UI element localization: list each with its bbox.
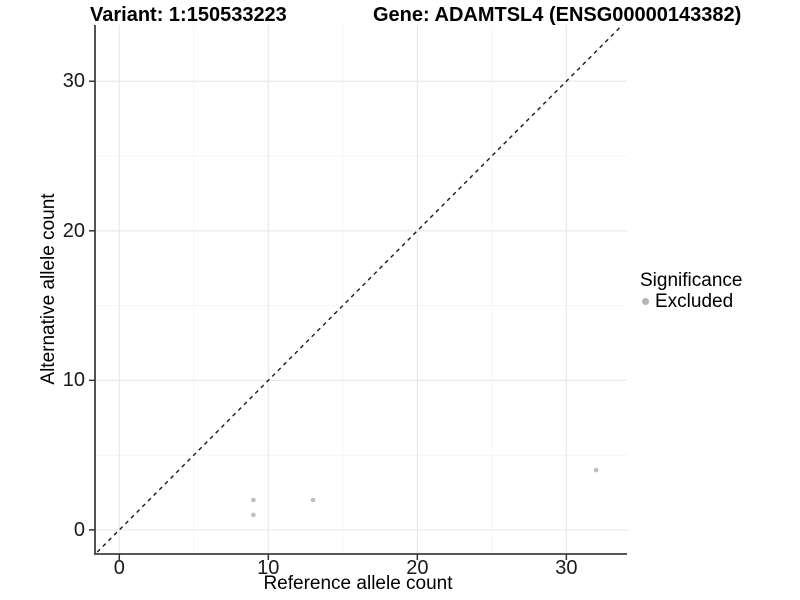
legend-item-excluded: Excluded	[638, 292, 788, 311]
x-axis-title: Reference allele count	[263, 573, 453, 594]
data-point	[593, 467, 599, 473]
data-point	[251, 512, 256, 518]
x-tick-label: 30	[555, 557, 578, 579]
data-point	[310, 497, 316, 503]
plot-title-gene: Gene: ADAMTSL4 (ENSG00000143382)	[373, 4, 742, 26]
identity-line	[95, 25, 624, 554]
y-tick-label: 30	[62, 70, 85, 93]
x-tick-label: 10	[257, 557, 280, 579]
legend: Significance Excluded	[638, 270, 788, 312]
x-tick-label: 20	[406, 557, 429, 579]
y-tick-label: 0	[73, 518, 85, 541]
legend-title: Significance	[640, 270, 743, 291]
y-tick-label: 10	[62, 369, 85, 392]
plot-title-variant: Variant: 1:150533223	[90, 4, 287, 26]
legend-item-label: Excluded	[655, 291, 734, 312]
x-tick-label: 0	[113, 557, 125, 579]
data-point	[251, 497, 256, 503]
y-tick-label: 20	[62, 219, 85, 242]
excluded-point-icon	[642, 298, 649, 305]
